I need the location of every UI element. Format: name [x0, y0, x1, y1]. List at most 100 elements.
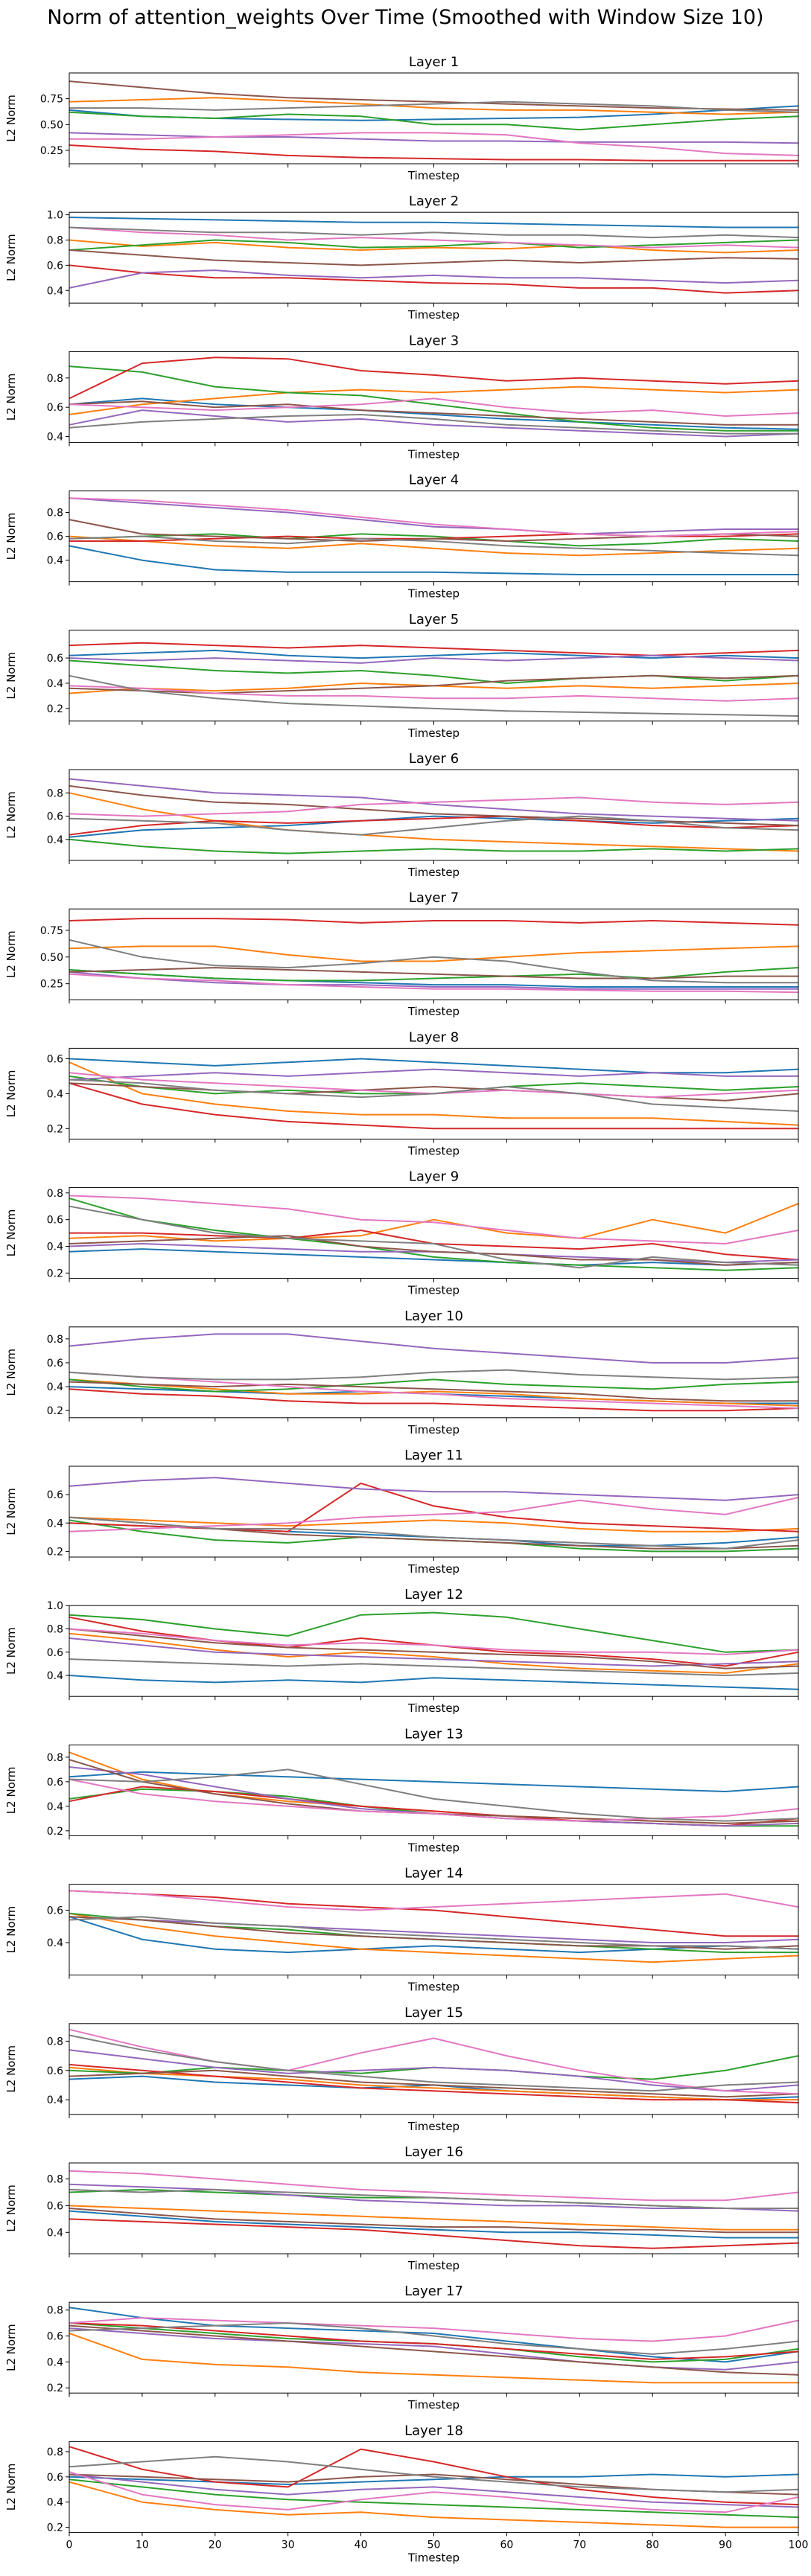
x-axis-label: Timestep [407, 726, 459, 740]
series-line-7 [69, 2471, 799, 2513]
y-axis-label: L2 Norm [4, 2185, 18, 2232]
y-tick-label: 0.50 [40, 952, 63, 964]
series-line-2 [69, 2481, 798, 2528]
subplot-title: Layer 3 [409, 333, 459, 348]
y-axis-label: L2 Norm [4, 1070, 18, 1118]
y-tick-label: 0.6 [47, 2065, 63, 2077]
y-tick-label: 0.4 [47, 1937, 63, 1949]
series-line-1 [69, 1675, 799, 1690]
subplot-title: Layer 18 [404, 2423, 463, 2438]
y-tick-label: 0.75 [40, 925, 63, 937]
series-line-6 [69, 2069, 799, 2098]
y-tick-label: 0.4 [47, 1088, 63, 1100]
y-tick-label: 0.2 [47, 1826, 63, 1838]
x-tick-label: 0 [66, 2539, 73, 2551]
series-line-2 [69, 535, 799, 557]
series-line-5 [69, 1637, 799, 1667]
y-tick-label: 0.8 [47, 373, 63, 385]
series-line-3 [69, 1378, 799, 1393]
y-tick-label: 0.6 [47, 1053, 63, 1065]
series-line-7 [69, 497, 799, 537]
series-line-1 [69, 217, 798, 228]
x-axis-label: Timestep [407, 1005, 459, 1018]
y-tick-label: 0.6 [47, 1489, 63, 1501]
y-tick-label: 0.6 [47, 2472, 63, 2484]
y-axis-label: L2 Norm [4, 1349, 18, 1396]
subplot-layer-17: Layer 17 0.2 0.4 0.6 0.8 Timestep L2 Norm [4, 2283, 799, 2412]
x-tick-label: 90 [719, 2539, 732, 2551]
y-tick-label: 0.6 [47, 1215, 63, 1227]
series-line-4 [69, 2446, 799, 2506]
series-line-5 [69, 2049, 799, 2092]
series-line-5 [69, 497, 798, 535]
series-line-7 [69, 1195, 799, 1244]
y-tick-label: 0.2 [47, 1405, 63, 1417]
series-line-8 [69, 1516, 799, 1550]
y-tick-label: 0.75 [40, 94, 63, 106]
series-line-5 [69, 409, 799, 438]
subplot-layer-11: Layer 11 0.2 0.4 0.6 Timestep L2 Norm [4, 1448, 799, 1576]
y-tick-label: 0.4 [47, 1518, 63, 1530]
series-line-6 [69, 967, 798, 979]
series-line-1 [69, 397, 799, 430]
y-tick-label: 0.4 [47, 432, 63, 444]
x-axis-label: Timestep [407, 1981, 459, 1994]
subplot-title: Layer 4 [409, 473, 459, 488]
series-line-2 [69, 945, 799, 962]
series-line-5 [69, 1333, 799, 1364]
y-tick-label: 0.8 [47, 1188, 63, 1200]
y-axis-label: L2 Norm [4, 1767, 18, 1815]
series-line-5 [69, 1068, 798, 1081]
series-line-6 [69, 2208, 798, 2234]
y-axis-label: L2 Norm [4, 513, 18, 560]
x-tick-label: 30 [282, 2539, 295, 2551]
series-line-5 [69, 778, 799, 822]
y-tick-label: 0.6 [47, 531, 63, 543]
y-axis-label: L2 Norm [4, 95, 18, 142]
series-line-8 [69, 1768, 799, 1822]
y-tick-label: 0.4 [47, 1670, 63, 1682]
subplot-title: Layer 16 [404, 2144, 463, 2160]
y-tick-label: 0.25 [40, 145, 63, 157]
series-line-8 [69, 939, 798, 984]
x-axis-label: Timestep [407, 2120, 459, 2133]
y-tick-label: 0.8 [47, 2174, 63, 2186]
subplot-title: Layer 6 [409, 751, 459, 767]
subplot-layer-14: Layer 14 0.4 0.6 Timestep L2 Norm [4, 1866, 799, 1994]
series-line-4 [69, 357, 799, 400]
subplot-title: Layer 15 [404, 2005, 463, 2021]
y-tick-label: 0.6 [47, 2200, 63, 2212]
series-line-8 [69, 226, 799, 239]
series-line-1 [69, 2473, 799, 2485]
series-line-8 [69, 674, 799, 717]
x-axis-label: Timestep [407, 1284, 459, 1297]
y-tick-label: 0.2 [47, 1546, 63, 1558]
series-line-7 [69, 1371, 799, 1409]
x-axis-label: Timestep [407, 447, 459, 461]
y-axis-label: L2 Norm [4, 930, 18, 978]
series-line-2 [69, 1061, 799, 1126]
x-axis-label: Timestep [407, 2551, 459, 2564]
series-line-2 [69, 1378, 799, 1407]
y-tick-label: 0.4 [47, 2094, 63, 2106]
series-line-4 [69, 144, 798, 162]
series-line-7 [69, 397, 799, 417]
subplot-layer-7: Layer 7 0.25 0.50 0.75 Timestep L2 Norm [4, 890, 799, 1018]
y-tick-label: 0.2 [47, 2522, 63, 2534]
series-line-7 [69, 973, 799, 994]
series-line-3 [69, 239, 799, 251]
y-tick-label: 0.4 [47, 2227, 63, 2239]
y-axis-label: L2 Norm [4, 234, 18, 281]
series-line-5 [69, 654, 799, 664]
series-line-1 [69, 2210, 798, 2239]
subplot-layer-8: Layer 8 0.2 0.4 0.6 Timestep L2 Norm [4, 1029, 799, 1157]
series-line-6 [69, 1916, 799, 1950]
series-line-2 [69, 2205, 798, 2231]
y-axis-label: L2 Norm [4, 1488, 18, 1535]
y-tick-label: 0.2 [47, 2382, 63, 2394]
series-line-1 [69, 1248, 799, 1266]
x-tick-label: 10 [136, 2539, 149, 2551]
series-line-3 [69, 838, 799, 854]
series-line-7 [69, 2170, 799, 2202]
y-tick-label: 0.8 [47, 787, 63, 799]
